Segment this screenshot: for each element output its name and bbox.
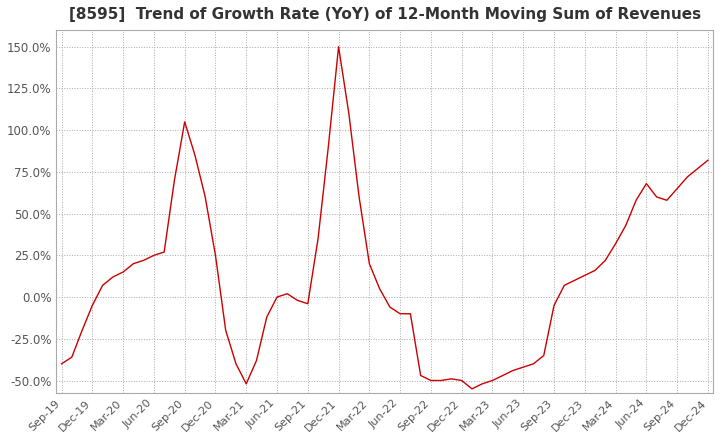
- Title: [8595]  Trend of Growth Rate (YoY) of 12-Month Moving Sum of Revenues: [8595] Trend of Growth Rate (YoY) of 12-…: [68, 7, 701, 22]
